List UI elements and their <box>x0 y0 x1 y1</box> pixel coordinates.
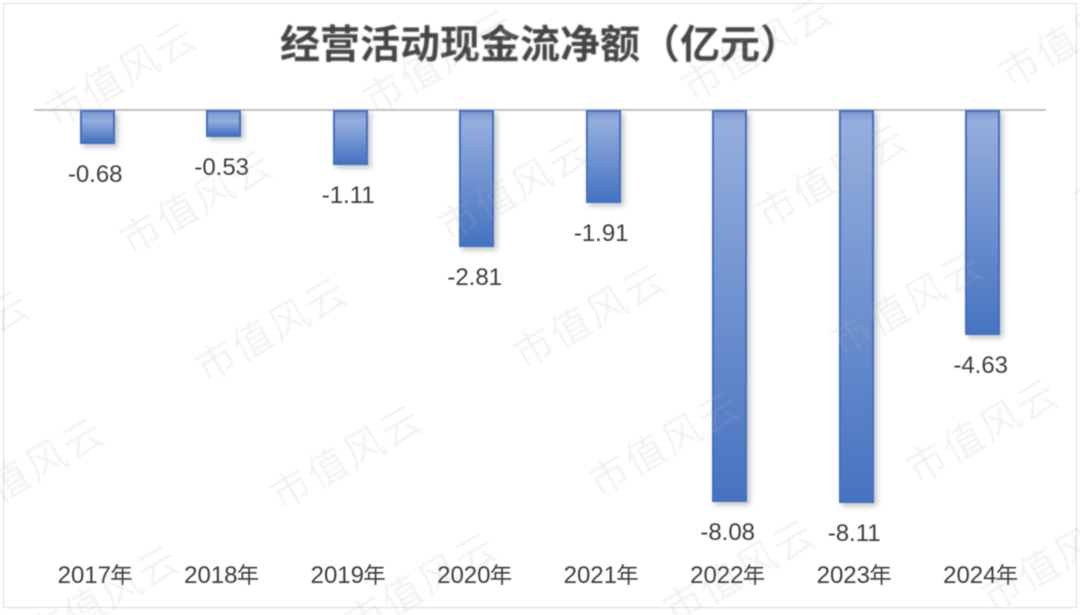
svg-text:2021: 2021 <box>564 562 617 589</box>
svg-text:2018: 2018 <box>184 562 237 589</box>
svg-text:2020: 2020 <box>437 562 490 589</box>
svg-text:2017: 2017 <box>58 562 111 589</box>
svg-text:2019: 2019 <box>311 562 364 589</box>
svg-text:2023: 2023 <box>817 562 870 589</box>
